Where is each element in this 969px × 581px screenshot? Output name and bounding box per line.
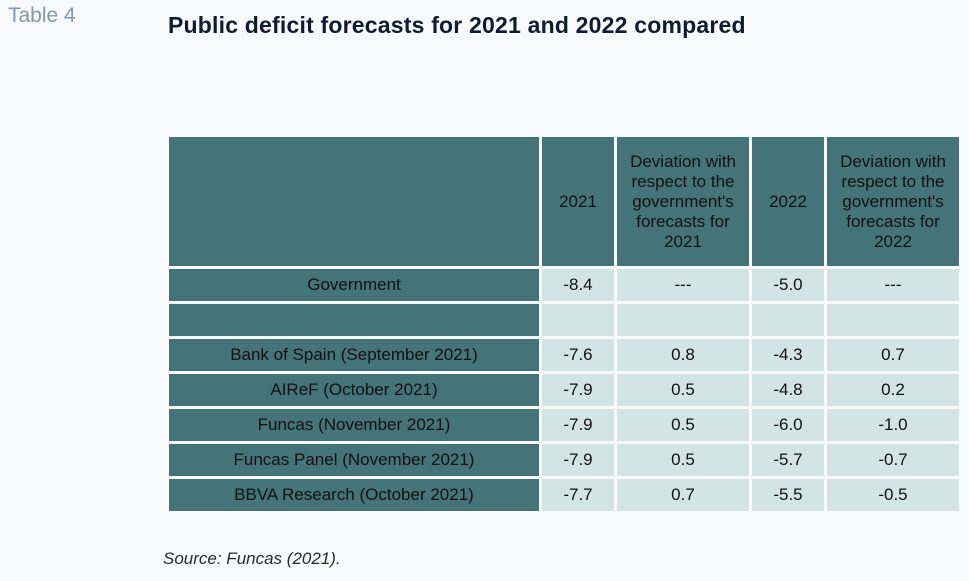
table-row: AIReF (October 2021) -7.9 0.5 -4.8 0.2 xyxy=(169,374,959,406)
value-2021: -7.7 xyxy=(542,479,614,511)
deviation-2021: 0.5 xyxy=(617,444,749,476)
table-row: Bank of Spain (September 2021) -7.6 0.8 … xyxy=(169,339,959,371)
table-row: BBVA Research (October 2021) -7.7 0.7 -5… xyxy=(169,479,959,511)
header-corner xyxy=(169,137,539,266)
value-2021: -8.4 xyxy=(542,269,614,301)
header-row: 2021 Deviation with respect to the gover… xyxy=(169,137,959,266)
deviation-2022: -0.7 xyxy=(827,444,959,476)
header-deviation-2022: Deviation with respect to the government… xyxy=(827,137,959,266)
value-2022 xyxy=(752,304,824,336)
table-number-label: Table 4 xyxy=(8,4,76,27)
deviation-2021: 0.5 xyxy=(617,374,749,406)
deviation-2022: -0.5 xyxy=(827,479,959,511)
deviation-2021: --- xyxy=(617,269,749,301)
table-row: Funcas Panel (November 2021) -7.9 0.5 -5… xyxy=(169,444,959,476)
value-2021: -7.9 xyxy=(542,409,614,441)
table-row: Funcas (November 2021) -7.9 0.5 -6.0 -1.… xyxy=(169,409,959,441)
value-2021: -7.9 xyxy=(542,374,614,406)
value-2021: -7.9 xyxy=(542,444,614,476)
value-2022: -4.3 xyxy=(752,339,824,371)
table-row: Government -8.4 --- -5.0 --- xyxy=(169,269,959,301)
value-2021 xyxy=(542,304,614,336)
deviation-2022 xyxy=(827,304,959,336)
value-2022: -5.0 xyxy=(752,269,824,301)
row-label: Funcas Panel (November 2021) xyxy=(169,444,539,476)
row-label: BBVA Research (October 2021) xyxy=(169,479,539,511)
row-label: Bank of Spain (September 2021) xyxy=(169,339,539,371)
value-2022: -4.8 xyxy=(752,374,824,406)
header-2021: 2021 xyxy=(542,137,614,266)
deviation-2021: 0.5 xyxy=(617,409,749,441)
deviation-2021: 0.7 xyxy=(617,479,749,511)
header-2022: 2022 xyxy=(752,137,824,266)
row-label xyxy=(169,304,539,336)
value-2021: -7.6 xyxy=(542,339,614,371)
value-2022: -5.5 xyxy=(752,479,824,511)
row-label: Funcas (November 2021) xyxy=(169,409,539,441)
deviation-2022: --- xyxy=(827,269,959,301)
deviation-2022: -1.0 xyxy=(827,409,959,441)
source-note: Source: Funcas (2021). xyxy=(163,549,341,568)
deficit-forecast-table: 2021 Deviation with respect to the gover… xyxy=(166,134,962,514)
row-label: Government xyxy=(169,269,539,301)
deviation-2022: 0.7 xyxy=(827,339,959,371)
value-2022: -6.0 xyxy=(752,409,824,441)
header-deviation-2021: Deviation with respect to the government… xyxy=(617,137,749,266)
table-row xyxy=(169,304,959,336)
deviation-2021 xyxy=(617,304,749,336)
table-title: Public deficit forecasts for 2021 and 20… xyxy=(168,12,746,38)
deviation-2021: 0.8 xyxy=(617,339,749,371)
deviation-2022: 0.2 xyxy=(827,374,959,406)
row-label: AIReF (October 2021) xyxy=(169,374,539,406)
value-2022: -5.7 xyxy=(752,444,824,476)
